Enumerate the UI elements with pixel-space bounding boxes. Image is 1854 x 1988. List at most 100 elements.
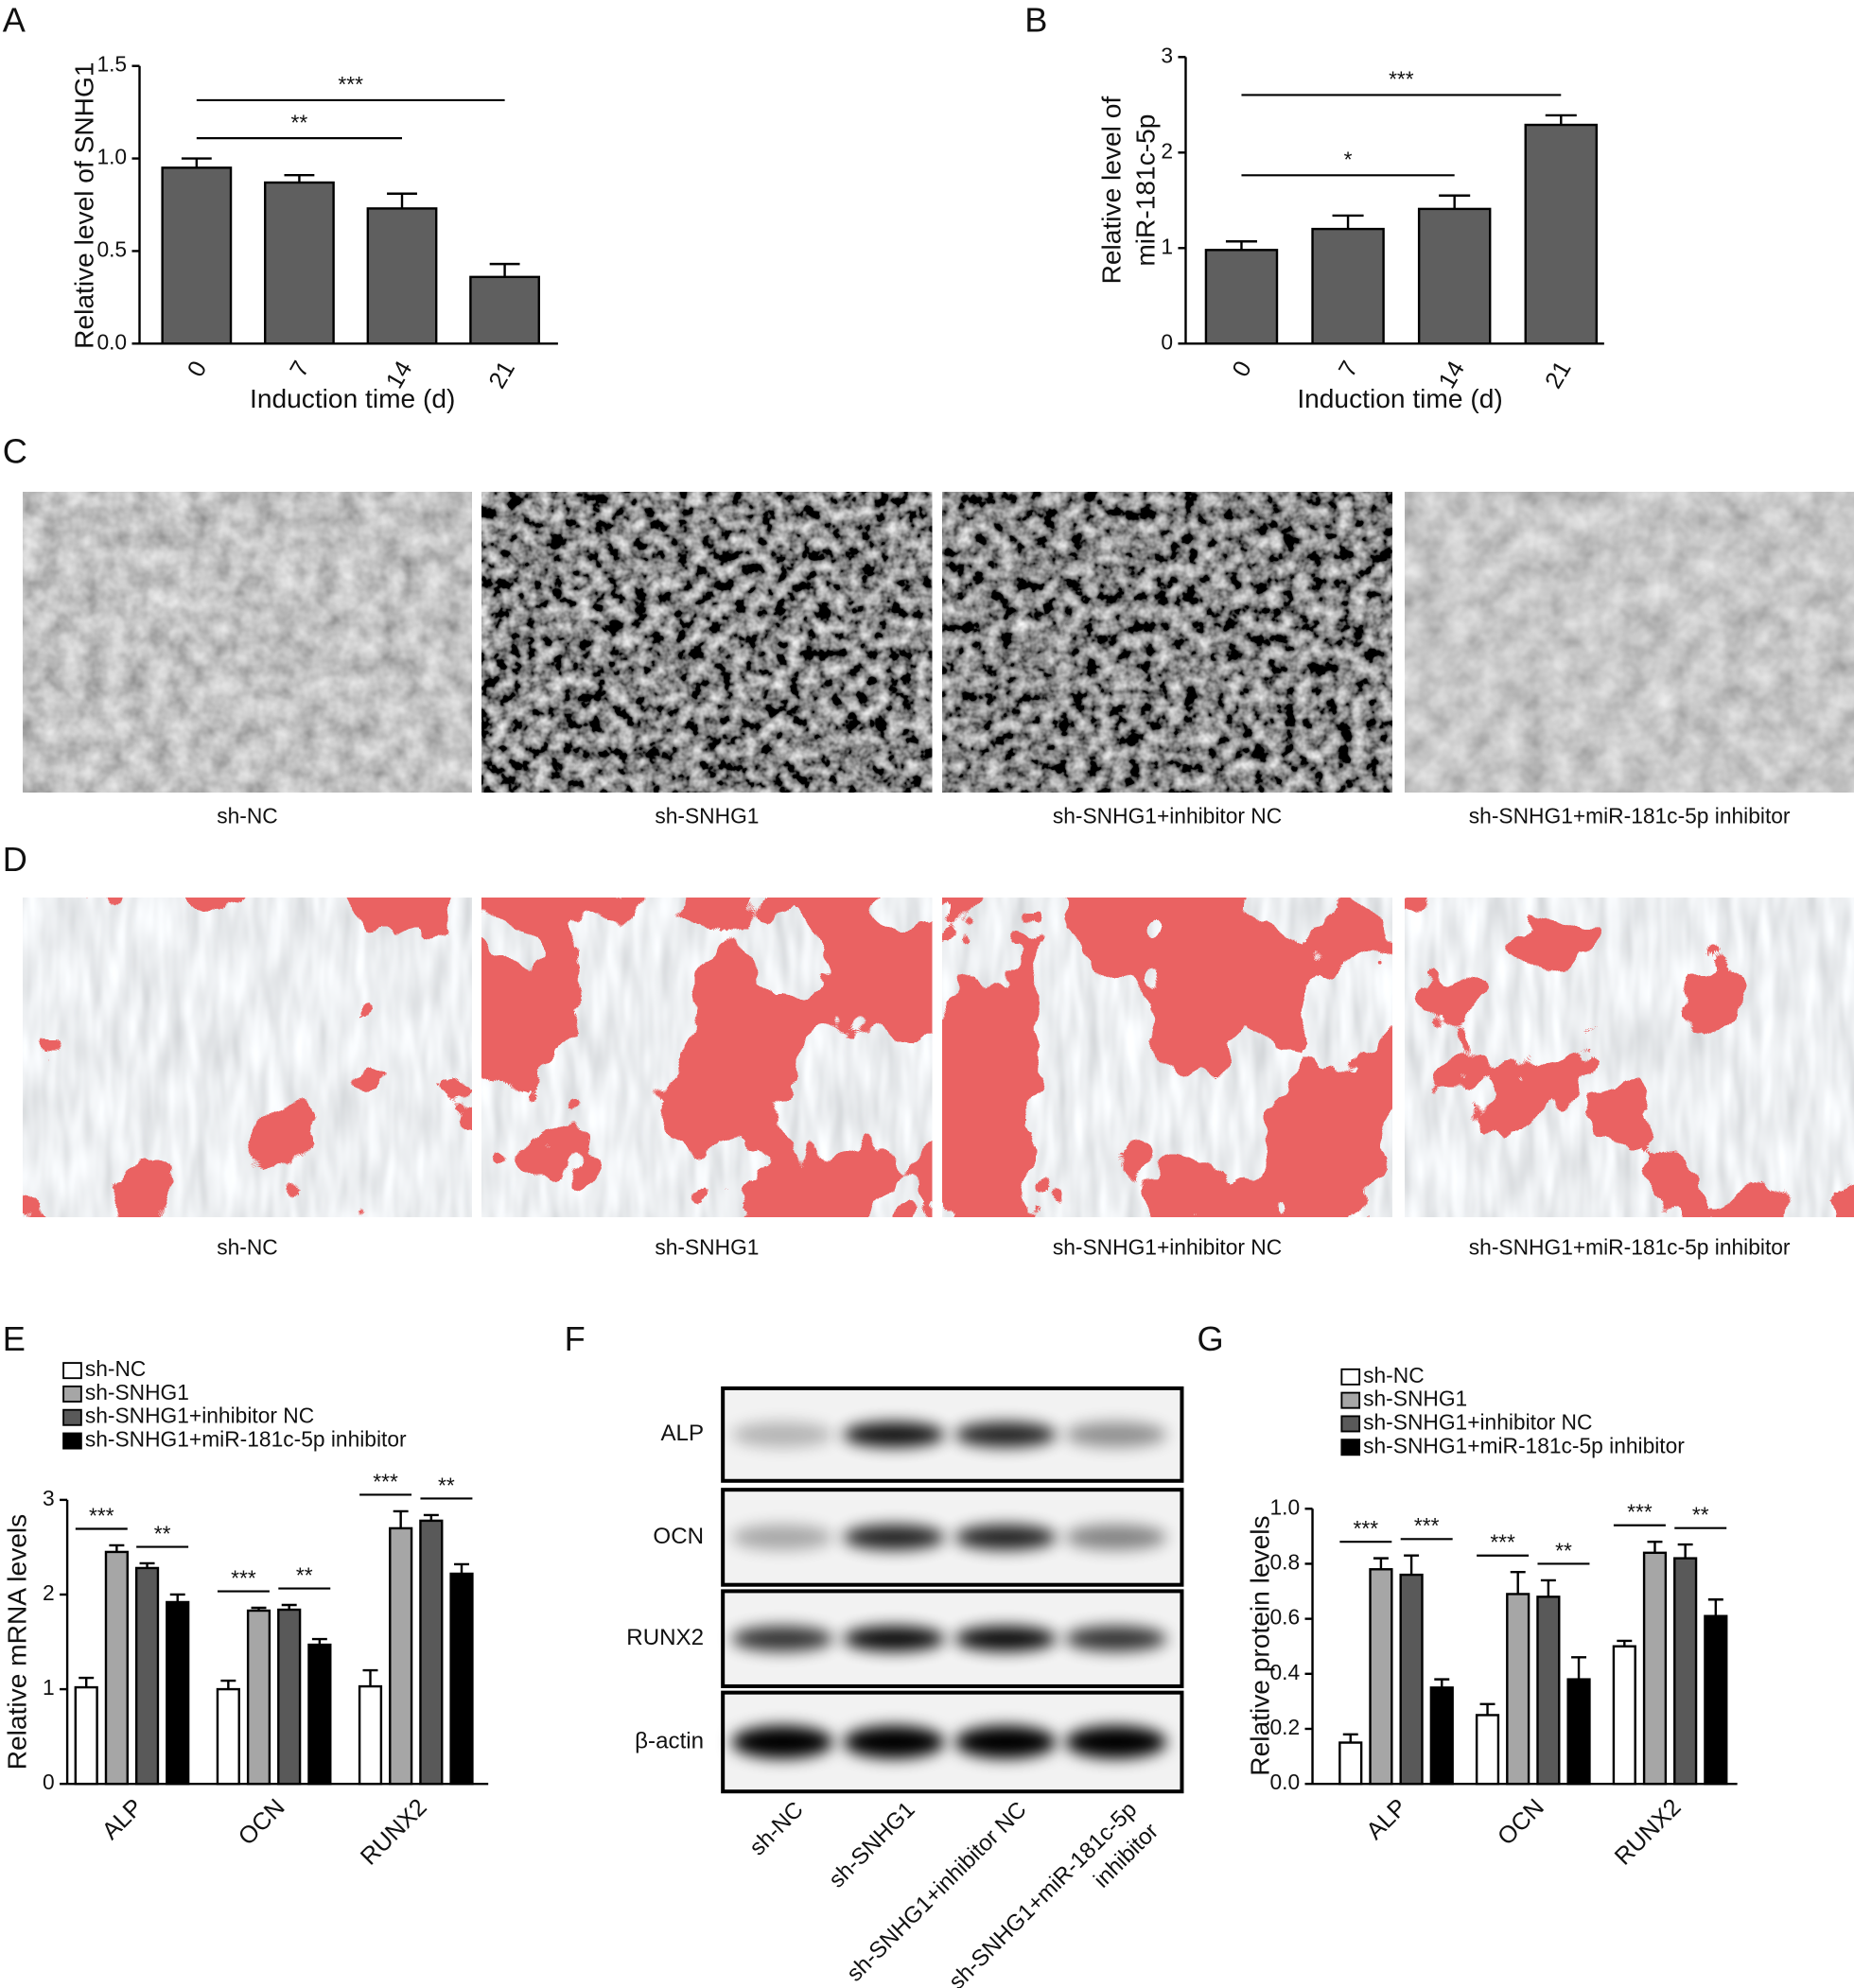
blot-row-label: ALP: [660, 1421, 704, 1446]
bar: [1566, 1678, 1591, 1786]
panel-label: C: [3, 431, 27, 470]
bar: [1338, 1741, 1363, 1786]
legend-swatch: [62, 1408, 82, 1426]
x-tick: 0: [1228, 357, 1257, 381]
y-tick-label: 0.8: [1269, 1549, 1300, 1574]
error-bar: [1225, 240, 1257, 251]
significance-label: ***: [373, 1469, 398, 1493]
significance-label: ***: [1490, 1530, 1515, 1555]
x-axis-label: Induction time (d): [250, 384, 455, 413]
bar: [1612, 1645, 1636, 1786]
error-bar: [1707, 1598, 1723, 1616]
significance-label: ***: [1627, 1500, 1653, 1525]
bar: [264, 181, 335, 345]
blot-band: [1065, 1626, 1167, 1652]
x-tick: 0: [183, 357, 212, 381]
legend-label: sh-SNHG1+inhibitor NC: [1363, 1409, 1592, 1434]
x-tick: 21: [484, 357, 520, 393]
stain: [481, 898, 933, 1217]
y-axis-label: miR-181c-5p: [1131, 114, 1161, 267]
x-tick-label: ALP: [97, 1794, 149, 1845]
image-caption: sh-SNHG1: [655, 1234, 759, 1259]
blot-band: [731, 1725, 833, 1759]
x-tick-label: 21: [1540, 357, 1576, 393]
error-bar: [1434, 1678, 1450, 1688]
legend-label: sh-SNHG1: [1363, 1386, 1467, 1411]
legend-swatch: [62, 1432, 82, 1450]
y-tick-label: 1: [1161, 234, 1173, 258]
error-bar: [454, 1562, 469, 1574]
y-tick-label: 1.0: [1269, 1494, 1300, 1519]
y-tick-label: 0.5: [96, 236, 127, 261]
significance-label: **: [1692, 1503, 1709, 1527]
bar: [419, 1519, 444, 1786]
bar: [166, 1600, 190, 1786]
blot-band: [954, 1725, 1057, 1759]
bar: [449, 1572, 474, 1786]
legend-label: sh-SNHG1+inhibitor NC: [85, 1404, 314, 1428]
bar: [1311, 227, 1385, 345]
x-tick-label: 21: [484, 357, 520, 393]
error-bar: [1510, 1570, 1526, 1595]
bar: [366, 207, 438, 345]
y-tick-label: 2: [1161, 138, 1173, 163]
panel-label: F: [565, 1319, 586, 1358]
x-tick: ALP: [1361, 1794, 1412, 1845]
error-bar: [220, 1679, 236, 1690]
y-axis-label: Relative level of SNHG1: [70, 61, 99, 348]
bar: [1673, 1557, 1698, 1786]
error-bar: [1439, 194, 1471, 209]
y-tick-label: 3: [1161, 43, 1173, 67]
x-tick-label: 7: [285, 357, 314, 381]
bar: [161, 166, 233, 345]
image-caption: sh-NC: [217, 1234, 278, 1259]
micrograph: [481, 492, 933, 793]
x-tick-label: OCN: [234, 1794, 290, 1851]
legend-swatch: [62, 1385, 82, 1403]
panel-label: B: [1024, 1, 1047, 40]
bar: [307, 1643, 332, 1786]
x-tick: OCN: [1493, 1794, 1549, 1851]
error-bar: [1677, 1543, 1693, 1559]
micrograph: [942, 492, 1392, 793]
legend-label: sh-SNHG1+miR-181c-5p inhibitor: [1363, 1433, 1685, 1457]
bar: [134, 1566, 160, 1786]
image-caption: sh-SNHG1+inhibitor NC: [1053, 1234, 1282, 1259]
legend-label: sh-NC: [1363, 1363, 1425, 1387]
significance-label: ***: [89, 1503, 114, 1527]
image-caption: sh-SNHG1+inhibitor NC: [1053, 804, 1282, 828]
x-tick-label: 0: [183, 357, 212, 381]
significance-label: ***: [338, 72, 363, 96]
error-bar: [1342, 1733, 1358, 1743]
error-bar: [79, 1676, 95, 1688]
y-axis-label: Relative level of: [1097, 96, 1127, 285]
image-caption: sh-SNHG1: [655, 804, 759, 828]
blot-band: [731, 1525, 833, 1550]
panel-label: D: [3, 840, 27, 879]
significance-label: ***: [1354, 1516, 1379, 1541]
error-bar: [1545, 113, 1577, 126]
bar: [1475, 1714, 1500, 1786]
blot-column-label-line: sh-SNHG1+inhibitor NC: [842, 1797, 1032, 1987]
bar: [389, 1526, 413, 1786]
error-bar: [1647, 1540, 1663, 1553]
y-tick-label: 1.0: [96, 145, 127, 169]
bar: [469, 275, 540, 345]
error-bar: [1540, 1578, 1556, 1597]
bar: [1429, 1686, 1454, 1786]
significance-label: ***: [1414, 1513, 1440, 1538]
bar: [1506, 1593, 1530, 1786]
significance-label: **: [1555, 1538, 1572, 1562]
legend-label: sh-SNHG1: [85, 1380, 189, 1404]
y-tick-label: 0: [1161, 329, 1173, 354]
bar: [1536, 1596, 1561, 1786]
panel-label: E: [3, 1319, 26, 1358]
error-bar: [393, 1509, 409, 1528]
blot-band: [954, 1626, 1057, 1652]
x-tick-label: RUNX2: [1610, 1794, 1687, 1871]
blot-column-label-line: sh-SNHG1+miR-181c-5p: [944, 1797, 1142, 1988]
x-axis-label: Induction time (d): [1297, 384, 1502, 413]
blot-band: [954, 1525, 1057, 1550]
blot-row-label: RUNX2: [626, 1625, 704, 1650]
